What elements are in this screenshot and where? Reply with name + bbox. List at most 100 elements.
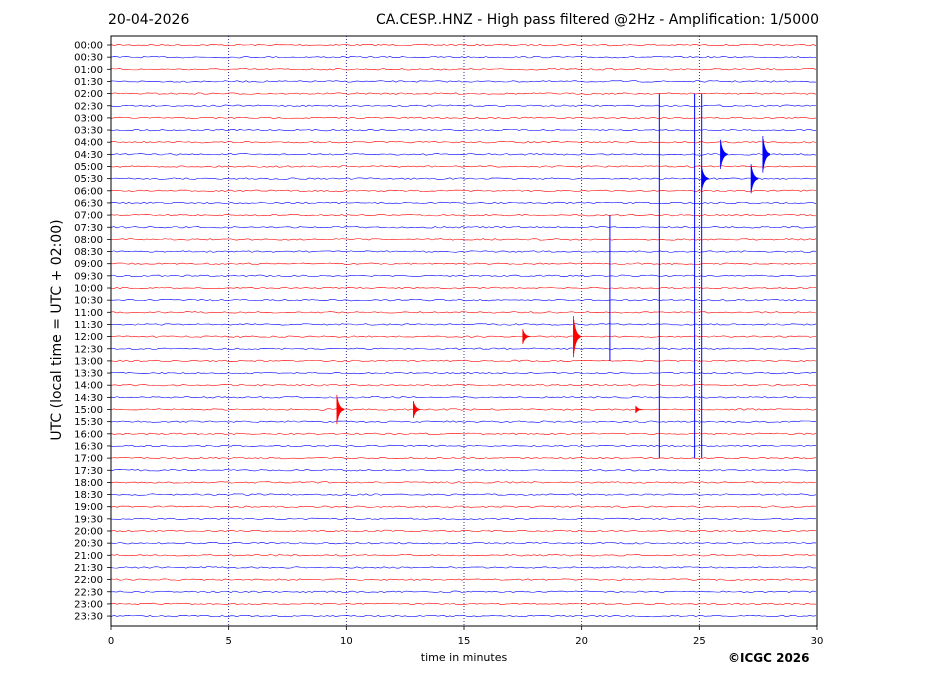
y-tick-label: 22:00 — [74, 575, 103, 586]
y-tick-label: 02:00 — [74, 89, 103, 100]
trace-row — [110, 554, 817, 557]
chart-title: CA.CESP..HNZ - High pass filtered @2Hz -… — [375, 12, 819, 28]
trace-lines — [110, 43, 817, 618]
trace-row — [110, 614, 817, 618]
spike-signals — [609, 93, 703, 459]
event-burst — [336, 394, 345, 425]
trace-row — [110, 226, 817, 229]
y-tick-label: 04:30 — [74, 150, 103, 161]
y-tick-label: 20:30 — [74, 539, 103, 550]
trace-row — [110, 92, 817, 95]
trace-row — [110, 104, 817, 107]
y-tick-label: 11:00 — [74, 308, 103, 319]
trace-row — [110, 213, 817, 217]
y-tick-label: 17:00 — [74, 454, 103, 465]
trace-row — [110, 347, 817, 350]
x-tick-label: 25 — [693, 636, 706, 647]
event-burst — [701, 166, 709, 191]
trace-row — [110, 371, 817, 375]
trace-row — [110, 542, 817, 545]
y-tick-label: 01:00 — [74, 65, 103, 76]
event-burst — [750, 164, 759, 194]
trace-row — [110, 311, 817, 314]
event-burst — [413, 401, 421, 418]
x-axis-label: time in minutes — [420, 651, 508, 664]
trace-row — [110, 517, 817, 520]
date-label: 20-04-2026 — [108, 12, 190, 28]
event-burst — [522, 329, 530, 344]
trace-row — [110, 189, 817, 192]
y-tick-label: 07:00 — [74, 211, 103, 222]
event-burst — [762, 136, 771, 173]
trace-row — [110, 335, 817, 338]
y-tick-label: 05:00 — [74, 162, 103, 173]
y-tick-label: 02:30 — [74, 101, 103, 112]
y-tick-label: 23:00 — [74, 599, 103, 610]
trace-row — [110, 116, 817, 119]
y-tick-label: 08:30 — [74, 247, 103, 258]
x-tick-labels: 0 5 10 15 20 25 30 — [108, 626, 824, 647]
y-tick-label: 06:30 — [74, 198, 103, 209]
trace-row — [110, 201, 817, 205]
trace-row — [110, 359, 817, 363]
y-tick-label: 15:30 — [74, 417, 103, 428]
trace-row — [110, 481, 817, 484]
y-tick-label: 18:30 — [74, 490, 103, 501]
event-burst — [720, 139, 728, 169]
trace-row — [110, 323, 817, 326]
x-tick-label: 30 — [811, 636, 824, 647]
trace-row — [110, 384, 817, 387]
trace-row — [110, 505, 817, 508]
trace-row — [110, 238, 817, 241]
y-axis-label: UTC (local time = UTC + 02:00) — [49, 219, 65, 441]
y-tick-label: 08:00 — [74, 235, 103, 246]
trace-row — [110, 396, 817, 399]
trace-row — [110, 153, 817, 156]
x-tick-label: 10 — [340, 636, 353, 647]
trace-row — [110, 286, 817, 290]
event-burst — [573, 315, 581, 358]
y-tick-label: 03:30 — [74, 126, 103, 137]
y-tick-label: 14:00 — [74, 381, 103, 392]
trace-row — [110, 43, 817, 47]
y-tick-label: 07:30 — [74, 223, 103, 234]
trace-row — [110, 456, 817, 460]
trace-row — [110, 165, 817, 168]
y-tick-label: 12:00 — [74, 332, 103, 343]
y-tick-label: 21:30 — [74, 563, 103, 574]
y-tick-label: 14:30 — [74, 393, 103, 404]
y-tick-label: 23:30 — [74, 612, 103, 623]
y-tick-label: 06:00 — [74, 186, 103, 197]
x-tick-label: 15 — [458, 636, 471, 647]
trace-row — [110, 177, 817, 180]
y-tick-label: 09:30 — [74, 271, 103, 282]
y-tick-label: 10:30 — [74, 296, 103, 307]
x-tick-label: 0 — [108, 636, 114, 647]
y-tick-label: 04:00 — [74, 138, 103, 149]
x-tick-label: 20 — [575, 636, 588, 647]
trace-row — [110, 566, 817, 569]
y-tick-label: 17:30 — [74, 466, 103, 477]
trace-row — [110, 493, 817, 496]
trace-row — [110, 68, 817, 71]
y-tick-label: 05:30 — [74, 174, 103, 185]
trace-row — [110, 529, 817, 533]
y-tick-label: 11:30 — [74, 320, 103, 331]
y-tick-label: 19:30 — [74, 514, 103, 525]
x-tick-label: 5 — [225, 636, 231, 647]
vertical-gridlines — [228, 36, 700, 626]
y-tick-label: 22:30 — [74, 587, 103, 598]
y-tick-label: 12:30 — [74, 344, 103, 355]
seismic-events — [336, 136, 771, 425]
y-tick-label: 00:30 — [74, 53, 103, 64]
y-tick-label: 13:30 — [74, 369, 103, 380]
trace-row — [110, 56, 817, 59]
y-tick-label: 20:00 — [74, 527, 103, 538]
trace-row — [110, 299, 817, 302]
trace-row — [110, 141, 817, 144]
trace-row — [110, 408, 817, 411]
y-tick-label: 19:00 — [74, 502, 103, 513]
y-tick-label: 01:30 — [74, 77, 103, 88]
